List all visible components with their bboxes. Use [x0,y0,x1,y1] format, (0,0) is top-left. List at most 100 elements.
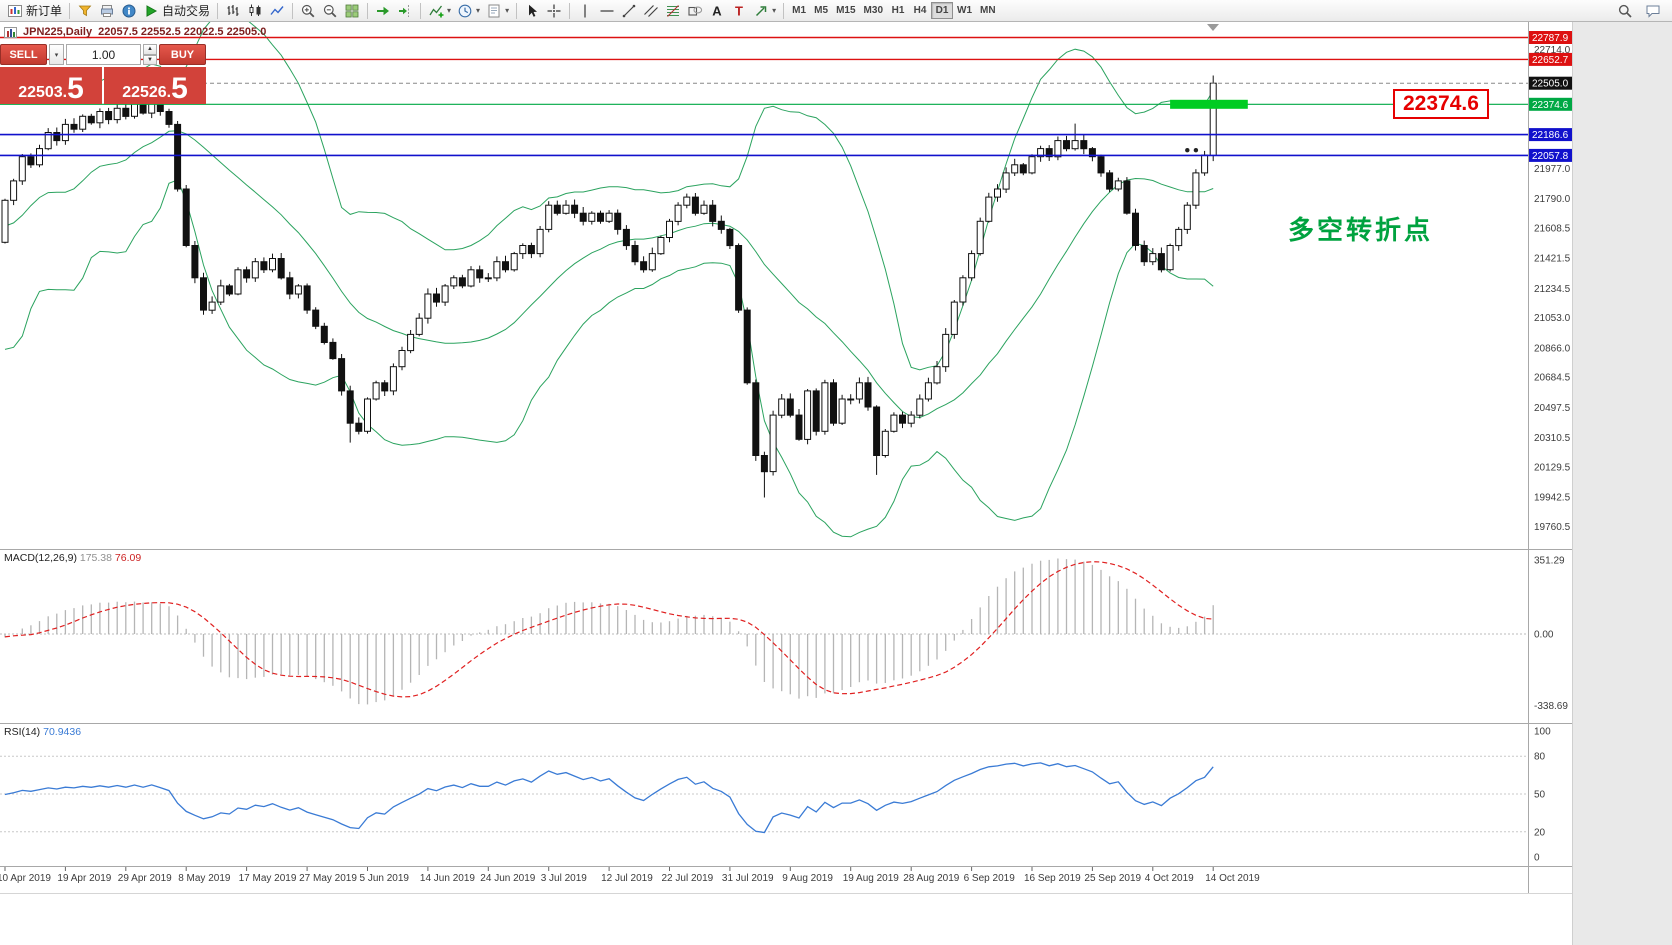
chat-button[interactable] [1642,1,1664,21]
candle [709,204,717,222]
autotrading-icon [143,3,159,19]
price-scale-label: 21790.0 [1534,194,1571,205]
new-order-button[interactable]: 新订单 [4,1,65,21]
data-window-button[interactable] [118,1,140,21]
profiles-button[interactable] [96,1,118,21]
sell-price[interactable]: 22503. 5 [0,67,102,104]
periods-button[interactable]: ▾ [454,1,483,21]
date-label: 17 May 2019 [239,873,297,884]
timeframe-m30[interactable]: M30 [863,5,883,16]
zoom-in-button[interactable] [297,1,319,21]
candle [398,350,406,368]
candle [752,382,760,456]
volume-input[interactable]: 1.00 [66,44,141,65]
autotrading-button[interactable]: 自动交易 [140,1,213,21]
price-line-label: 22186.6 [1532,130,1569,141]
channel-button[interactable] [640,1,662,21]
candle [87,115,95,124]
macd-pane [0,558,1528,705]
timeframe-d1[interactable]: D1 [931,2,953,19]
horizontal-line-button[interactable] [596,1,618,21]
indicators-button[interactable]: ▾ [425,1,454,21]
bollinger-band [4,179,1214,538]
timeframe-h4[interactable]: H4 [913,5,927,16]
rsi-scale-label: 0 [1534,853,1540,864]
candle [1019,164,1027,174]
stepper-down-icon[interactable]: ▼ [143,54,157,65]
candle [510,253,518,271]
candle [648,253,656,271]
text-button[interactable]: A [706,1,728,21]
candle [1157,253,1165,271]
crosshair-icon [546,3,562,19]
timeframe-h1[interactable]: H1 [891,5,905,16]
sell-button[interactable]: SELL [0,44,47,65]
candle [907,414,915,424]
candle [329,341,337,360]
timeframe-w1[interactable]: W1 [957,5,972,16]
vertical-line-icon [577,3,593,19]
rsi-value: 70.9436 [43,726,82,738]
date-label: 29 Apr 2019 [118,873,172,884]
candle [1080,140,1088,150]
price-scale-label: 20129.5 [1534,462,1571,473]
search-button[interactable] [1614,1,1636,21]
candle [804,390,812,440]
alert-button[interactable] [74,1,96,21]
chevron-down-icon: ▾ [54,51,59,59]
fibonacci-button[interactable] [662,1,684,21]
zoom-out-button[interactable] [319,1,341,21]
bar-chart-icon [225,3,241,19]
candle [260,261,268,271]
chart-shift-button[interactable] [394,1,416,21]
candle [174,123,182,190]
trendline-button[interactable] [618,1,640,21]
arrows-button[interactable]: ▾ [750,1,779,21]
cursor-button[interactable] [521,1,543,21]
toolbar-separator [367,2,369,19]
stepper-up-icon[interactable]: ▲ [143,44,157,55]
buy-price[interactable]: 22526. 5 [104,67,206,104]
auto-scroll-button[interactable] [372,1,394,21]
candle [1,199,9,243]
timeframe-m1[interactable]: M1 [792,5,807,16]
chart-shift-marker[interactable] [1207,24,1219,31]
fibonacci-icon [665,3,681,19]
shapes-button[interactable] [684,1,706,21]
timeframe-m15[interactable]: M15 [836,5,856,16]
price-callout[interactable]: 22374.6 [1393,89,1489,119]
green-zone-highlight[interactable] [1170,99,1248,109]
buy-button[interactable]: BUY [159,44,206,65]
timeframe-mn[interactable]: MN [980,5,996,16]
rsi-scale-label: 100 [1534,727,1551,738]
candle [855,382,863,400]
volume-dropdown[interactable]: ▾ [49,44,64,65]
vertical-line-button[interactable] [574,1,596,21]
tile-windows-button[interactable] [341,1,363,21]
timeframe-m5[interactable]: M5 [814,5,829,16]
profiles-icon [99,3,115,19]
candle [200,277,207,311]
candle [234,269,242,295]
candle [536,228,544,255]
date-label: 22 Jul 2019 [662,873,714,884]
candle [873,406,881,456]
bar-chart-button[interactable] [222,1,244,21]
templates-button[interactable]: ▾ [483,1,512,21]
line-chart-button[interactable] [266,1,288,21]
candle [208,301,216,311]
label-button[interactable]: T [728,1,750,21]
macd-value-main: 175.38 [79,552,112,564]
crosshair-button[interactable] [543,1,565,21]
candle [389,366,397,392]
candle [769,414,777,473]
candle [312,309,320,327]
candle [933,366,941,384]
candle [294,285,302,295]
candle [269,258,276,271]
candlestick-chart-button[interactable] [244,1,266,21]
toolbar-separator [569,2,571,19]
macd-scale-label: 351.29 [1534,556,1565,567]
candle [726,228,734,247]
